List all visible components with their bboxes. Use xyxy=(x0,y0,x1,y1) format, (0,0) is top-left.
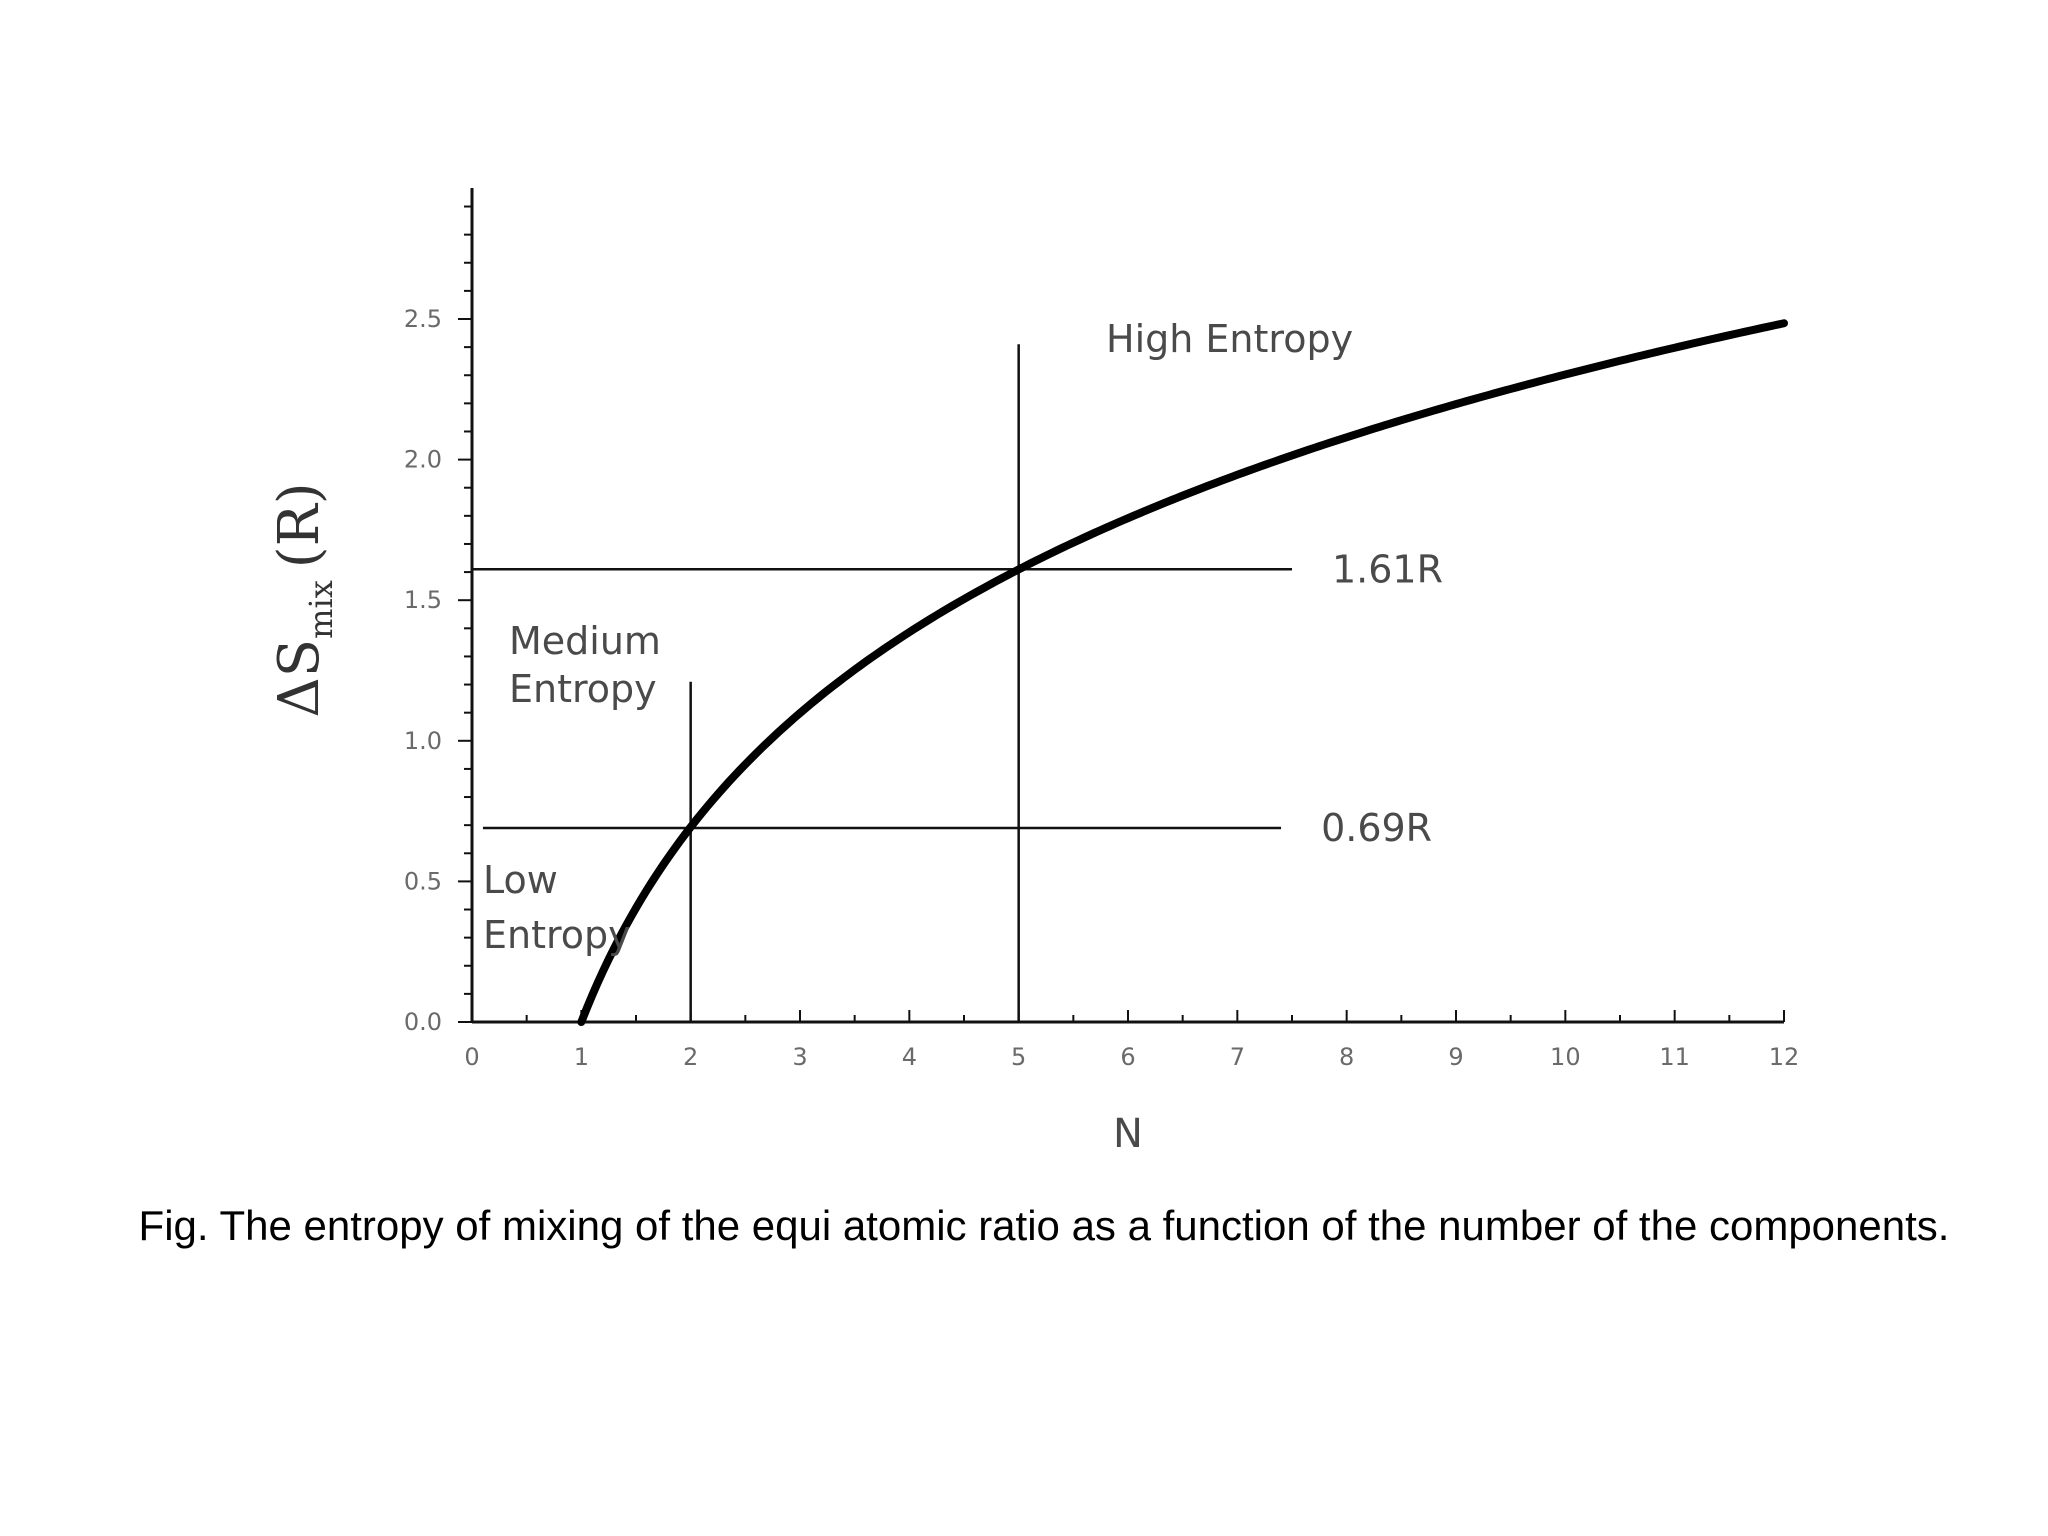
x-tick-label: 8 xyxy=(1339,1043,1354,1071)
annotation-low-entropy: Entropy xyxy=(483,913,631,957)
reference-lines xyxy=(472,344,1292,1022)
x-tick-label: 11 xyxy=(1659,1043,1690,1071)
x-tick-label: 5 xyxy=(1011,1043,1026,1071)
y-tick-label: 0.0 xyxy=(404,1008,442,1036)
x-tick-label: 3 xyxy=(792,1043,807,1071)
axis-titles: N ΔSmix (R) xyxy=(267,482,1143,1157)
tick-marks xyxy=(458,205,1785,1023)
reference-labels: 0.69R 1.61R xyxy=(1321,547,1443,850)
tick-labels: 0 1 2 3 4 5 6 7 8 9 10 11 120.00.51.01.52.02.5 xyxy=(404,305,1799,1071)
y-axis-title: ΔSmix (R) xyxy=(267,482,340,717)
reference-value-label: 1.61R xyxy=(1332,547,1443,591)
figure-caption: Fig. The entropy of mixing of the equi a… xyxy=(138,1202,1950,1249)
x-tick-label: 2 xyxy=(683,1043,698,1071)
data-series xyxy=(577,319,1788,1026)
reference-value-label: 0.69R xyxy=(1321,806,1432,850)
annotation-high-entropy: High Entropy xyxy=(1106,317,1353,361)
y-tick-label: 1.0 xyxy=(404,727,442,755)
axes xyxy=(470,188,1784,1024)
annotation-medium-entropy: Entropy xyxy=(509,667,657,711)
x-tick-label: 9 xyxy=(1448,1043,1463,1071)
annotation-medium-entropy: Medium xyxy=(509,619,661,663)
y-axis-subscript: mix xyxy=(302,580,340,639)
x-tick-label: 10 xyxy=(1550,1043,1581,1071)
entropy-curve xyxy=(577,319,1788,1026)
y-tick-label: 2.5 xyxy=(404,305,442,333)
x-tick-label: 6 xyxy=(1120,1043,1135,1071)
x-tick-label: 12 xyxy=(1769,1043,1800,1071)
x-axis-title: N xyxy=(1113,1111,1143,1157)
x-tick-label: 1 xyxy=(574,1043,589,1071)
y-axis-title-text: ΔSmix (R) xyxy=(267,482,340,717)
x-tick-label: 7 xyxy=(1230,1043,1245,1071)
y-axis-unit: (R) xyxy=(267,482,332,568)
y-tick-label: 2.0 xyxy=(404,446,442,474)
x-tick-label: 0 xyxy=(464,1043,479,1071)
annotation-low-entropy: Low xyxy=(483,858,558,902)
x-tick-label: 4 xyxy=(902,1043,917,1071)
y-tick-label: 0.5 xyxy=(404,867,442,895)
y-tick-label: 1.5 xyxy=(404,586,442,614)
y-axis-symbol: ΔS xyxy=(267,639,332,718)
